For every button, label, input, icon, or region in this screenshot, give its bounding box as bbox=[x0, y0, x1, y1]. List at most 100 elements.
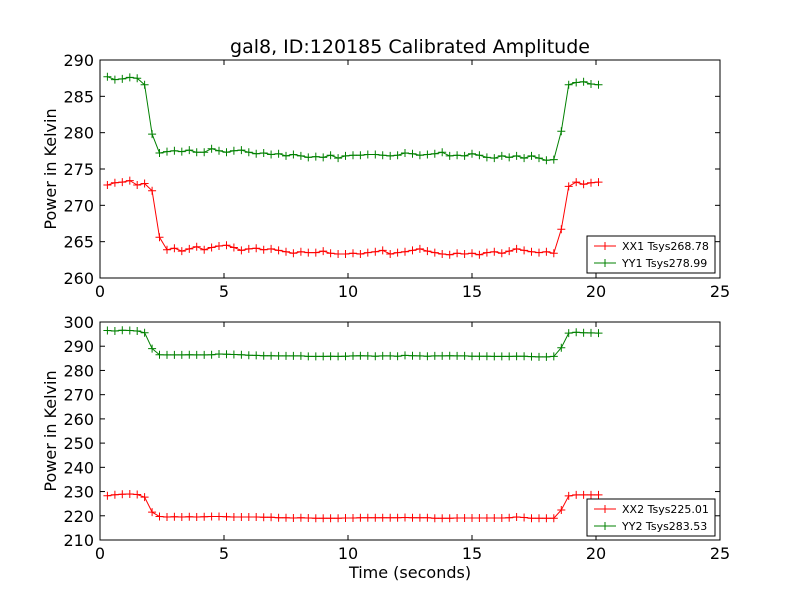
x-tick-label: 0 bbox=[95, 544, 105, 563]
data-point-xx2 bbox=[267, 513, 276, 522]
x-axis-label: Time (seconds) bbox=[348, 563, 471, 582]
data-point-yy2 bbox=[453, 351, 462, 360]
data-point-xx1 bbox=[356, 250, 365, 258]
data-point-xx2 bbox=[460, 514, 469, 522]
data-point-yy1 bbox=[371, 150, 380, 159]
data-point-xx1 bbox=[460, 250, 469, 258]
data-point-yy2 bbox=[103, 326, 112, 335]
data-point-yy2 bbox=[229, 350, 238, 359]
data-point-yy2 bbox=[110, 327, 119, 335]
data-point-yy1 bbox=[557, 127, 566, 136]
bottom-panel-series bbox=[103, 326, 603, 523]
data-point-yy2 bbox=[386, 351, 395, 360]
data-point-xx2 bbox=[482, 514, 491, 522]
data-point-yy2 bbox=[185, 350, 194, 359]
data-point-xx1 bbox=[579, 180, 588, 189]
data-point-xx1 bbox=[170, 244, 179, 253]
data-point-yy1 bbox=[490, 154, 499, 163]
data-point-xx2 bbox=[557, 506, 566, 514]
data-point-xx1 bbox=[192, 242, 201, 251]
y-tick-label: 260 bbox=[63, 410, 94, 429]
data-point-yy1 bbox=[482, 153, 491, 162]
data-point-xx1 bbox=[200, 245, 209, 254]
data-point-xx2 bbox=[133, 490, 142, 499]
data-point-yy2 bbox=[535, 352, 543, 361]
data-point-yy1 bbox=[311, 152, 320, 161]
y-tick-label: 260 bbox=[63, 269, 94, 288]
data-point-xx2 bbox=[282, 513, 290, 522]
data-point-yy2 bbox=[326, 352, 335, 361]
data-point-yy1 bbox=[334, 154, 343, 163]
data-point-xx1 bbox=[415, 244, 424, 253]
data-point-yy2 bbox=[267, 351, 276, 360]
data-point-yy2 bbox=[289, 351, 298, 360]
data-point-xx1 bbox=[304, 248, 313, 257]
data-point-xx2 bbox=[386, 513, 395, 522]
data-point-xx2 bbox=[430, 514, 439, 523]
data-point-yy2 bbox=[579, 328, 588, 337]
data-point-xx2 bbox=[148, 508, 157, 517]
data-point-xx1 bbox=[267, 244, 276, 253]
x-tick-label: 15 bbox=[462, 544, 482, 563]
data-point-xx1 bbox=[177, 247, 186, 256]
data-point-yy1 bbox=[200, 148, 209, 157]
data-point-yy2 bbox=[460, 351, 469, 360]
data-point-yy2 bbox=[170, 350, 179, 359]
x-tick-label: 15 bbox=[462, 282, 482, 301]
data-point-xx1 bbox=[222, 241, 231, 250]
data-point-yy2 bbox=[349, 351, 357, 360]
data-point-yy2 bbox=[572, 328, 581, 337]
data-point-xx1 bbox=[103, 181, 112, 189]
data-point-xx1 bbox=[401, 247, 409, 256]
data-point-yy2 bbox=[207, 350, 216, 359]
data-point-yy1 bbox=[118, 74, 127, 83]
data-point-xx2 bbox=[520, 513, 529, 522]
data-point-xx2 bbox=[311, 514, 320, 523]
data-point-yy2 bbox=[557, 343, 566, 352]
data-point-xx2 bbox=[222, 512, 231, 521]
data-point-xx1 bbox=[185, 244, 194, 253]
data-point-xx1 bbox=[133, 181, 142, 189]
data-point-xx2 bbox=[192, 513, 201, 521]
data-point-yy1 bbox=[549, 155, 558, 164]
data-point-xx2 bbox=[505, 513, 514, 522]
bottom-panel-ticks: 0 5 10 15 20 25 210 220 230 240 250 260 270 280 290 300 bbox=[63, 313, 730, 563]
legend-label-yy1: YY1 Tsys278.99 bbox=[621, 257, 707, 270]
data-point-xx1 bbox=[155, 233, 164, 242]
data-point-yy1 bbox=[408, 149, 417, 158]
data-point-xx1 bbox=[207, 243, 216, 252]
data-point-yy2 bbox=[527, 352, 536, 361]
legend-label-xx1: XX1 Tsys268.78 bbox=[622, 240, 709, 253]
data-point-yy2 bbox=[192, 350, 201, 359]
data-point-yy2 bbox=[415, 351, 424, 360]
y-tick-label: 300 bbox=[63, 313, 94, 332]
data-point-yy2 bbox=[311, 352, 320, 361]
data-point-yy2 bbox=[445, 351, 454, 360]
y-tick-label: 275 bbox=[63, 160, 94, 179]
data-point-xx1 bbox=[334, 250, 343, 258]
data-point-yy2 bbox=[356, 351, 365, 360]
data-point-yy1 bbox=[103, 72, 112, 81]
data-point-yy2 bbox=[125, 326, 134, 335]
data-point-yy1 bbox=[319, 153, 328, 162]
data-point-xx2 bbox=[587, 490, 595, 499]
data-point-yy1 bbox=[207, 144, 216, 153]
data-point-yy1 bbox=[140, 80, 149, 89]
data-point-yy2 bbox=[133, 327, 142, 335]
data-point-yy1 bbox=[274, 149, 283, 158]
data-point-yy2 bbox=[237, 350, 246, 359]
data-point-xx2 bbox=[445, 514, 454, 523]
data-point-xx2 bbox=[535, 514, 543, 523]
data-point-xx1 bbox=[148, 186, 157, 195]
data-point-xx1 bbox=[371, 247, 380, 256]
data-point-yy1 bbox=[468, 149, 476, 158]
data-point-xx1 bbox=[282, 247, 290, 256]
data-point-yy1 bbox=[222, 148, 231, 157]
data-point-xx2 bbox=[572, 490, 581, 499]
data-point-xx1 bbox=[438, 250, 447, 258]
data-point-yy2 bbox=[482, 352, 491, 361]
data-point-xx1 bbox=[237, 246, 246, 255]
data-point-yy1 bbox=[177, 147, 186, 156]
y-tick-label: 290 bbox=[63, 337, 94, 356]
data-point-yy1 bbox=[170, 146, 179, 155]
